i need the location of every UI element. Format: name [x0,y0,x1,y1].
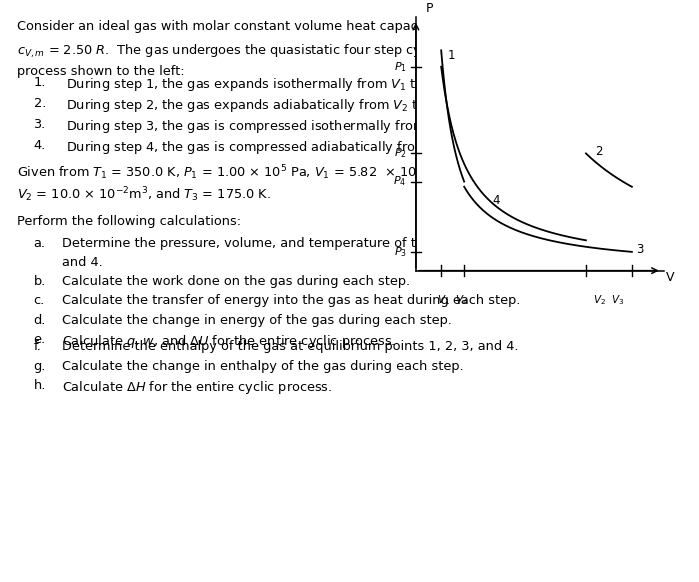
Text: $c_{V,m}$ = 2.50 $R$.  The gas undergoes the quasistatic four step cyclic: $c_{V,m}$ = 2.50 $R$. The gas undergoes … [17,42,443,60]
Text: c.: c. [34,294,45,307]
Text: f.: f. [34,340,41,353]
Text: 1: 1 [448,49,456,62]
Text: $P_1$: $P_1$ [394,60,407,73]
Text: Calculate the change in enthalpy of the gas during each step.: Calculate the change in enthalpy of the … [62,360,463,372]
Text: a.: a. [34,237,45,250]
Text: $V_2$ = 10.0 × 10$^{-2}$m$^3$, and $T_3$ = 175.0 K.: $V_2$ = 10.0 × 10$^{-2}$m$^3$, and $T_3$… [17,185,271,204]
Text: Calculate the work done on the gas during each step.: Calculate the work done on the gas durin… [62,275,410,288]
Text: 3.: 3. [34,118,46,130]
Text: e.: e. [34,333,45,346]
Text: h.: h. [34,379,46,392]
Text: During step 2, the gas expands adiabatically from $V_2$ to $V_3$.: During step 2, the gas expands adiabatic… [66,97,449,113]
Text: b.: b. [34,275,46,288]
Text: Calculate the change in energy of the gas during each step.: Calculate the change in energy of the ga… [62,314,452,327]
Text: Determine the pressure, volume, and temperature of the gas at equilibrium points: Determine the pressure, volume, and temp… [62,237,647,250]
Text: During step 1, the gas expands isothermally from $V_1$ to $V_2$.: During step 1, the gas expands isotherma… [66,76,447,93]
Text: Calculate $q$, $w$, and $\Delta U$ for the entire cyclic process.: Calculate $q$, $w$, and $\Delta U$ for t… [62,333,395,350]
Text: d.: d. [34,314,46,327]
Text: P: P [426,2,433,15]
Text: Calculate $\Delta H$ for the entire cyclic process.: Calculate $\Delta H$ for the entire cycl… [62,379,332,396]
Text: Calculate the transfer of energy into the gas as heat during each step.: Calculate the transfer of energy into th… [62,294,520,307]
Text: 2: 2 [595,144,603,158]
Text: Consider an ideal gas with molar constant volume heat capacity,: Consider an ideal gas with molar constan… [17,20,439,33]
Text: 3: 3 [637,243,644,256]
Text: During step 3, the gas is compressed isothermally from $V_3$ to $V_4$.: During step 3, the gas is compressed iso… [66,118,485,134]
Text: $P_3$: $P_3$ [394,245,407,259]
Text: During step 4, the gas is compressed adiabatically from $V_4$ to $V_1$.: During step 4, the gas is compressed adi… [66,139,487,155]
Text: 1.: 1. [34,76,46,88]
Text: Perform the following calculations:: Perform the following calculations: [17,215,242,228]
Text: g.: g. [34,360,46,372]
Text: 4: 4 [493,194,500,207]
Text: $P_2$: $P_2$ [394,147,407,160]
Text: process shown to the left:: process shown to the left: [17,65,185,77]
Text: Determine the enthalpy of the gas at equilibrium points 1, 2, 3, and 4.: Determine the enthalpy of the gas at equ… [62,340,518,353]
Text: Given from $T_1$ = 350.0 K, $P_1$ = 1.00 × 10$^5$ Pa, $V_1$ = 5.82  × 10$^{-2}$ : Given from $T_1$ = 350.0 K, $P_1$ = 1.00… [17,163,458,182]
Text: $V_2$  $V_3$: $V_2$ $V_3$ [593,293,625,307]
Text: 2.: 2. [34,97,46,109]
Text: and 4.: and 4. [62,256,102,269]
Text: $V_1$  $V_4$: $V_1$ $V_4$ [437,293,468,307]
Text: 4.: 4. [34,139,46,151]
Text: $P_4$: $P_4$ [394,175,407,189]
Text: V: V [666,271,675,284]
